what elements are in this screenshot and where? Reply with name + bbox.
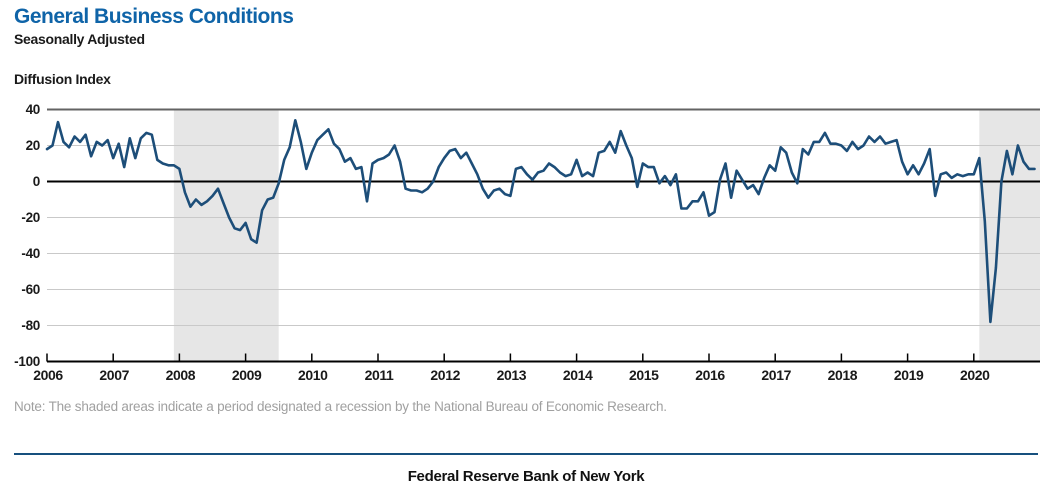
x-tick-label: 2016	[695, 367, 725, 383]
y-tick-label: 20	[26, 138, 40, 153]
x-tick-label: 2013	[497, 367, 527, 383]
x-tick-label: 2007	[99, 367, 129, 383]
y-tick-label: -80	[21, 318, 40, 333]
x-tick-label: 2017	[761, 367, 791, 383]
x-tick-label: 2014	[563, 367, 593, 383]
y-tick-label: 40	[26, 102, 40, 117]
x-tick-label: 2006	[33, 367, 63, 383]
recession-band	[173, 109, 279, 362]
y-tick-label: -20	[21, 210, 40, 225]
x-tick-label: 2009	[232, 367, 262, 383]
footer-rule	[14, 453, 1038, 455]
footer-title: Federal Reserve Bank of New York	[407, 468, 645, 485]
y-tick-label: -60	[21, 282, 40, 297]
x-tick-label: 2015	[629, 367, 659, 383]
y-tick-label: 0	[33, 174, 40, 189]
x-tick-label: 2012	[430, 367, 460, 383]
x-tick-label: 2018	[828, 367, 858, 383]
x-tick-label: 2008	[166, 367, 196, 383]
x-tick-label: 2011	[365, 367, 394, 383]
chart-note: Note: The shaded areas indicate a period…	[14, 399, 667, 414]
y-tick-label: -100	[14, 354, 40, 369]
diffusion-index-line	[45, 119, 1036, 324]
y-tick-label: -40	[21, 246, 40, 261]
x-tick-label: 2019	[894, 367, 924, 383]
y-axis-title: Diffusion Index	[14, 71, 111, 87]
recession-band	[979, 109, 1040, 362]
page-subtitle: Seasonally Adjusted	[14, 31, 145, 47]
x-tick-label: 2010	[298, 367, 328, 383]
x-tick-label: 2020	[960, 367, 990, 383]
page-title: General Business Conditions	[14, 5, 294, 28]
